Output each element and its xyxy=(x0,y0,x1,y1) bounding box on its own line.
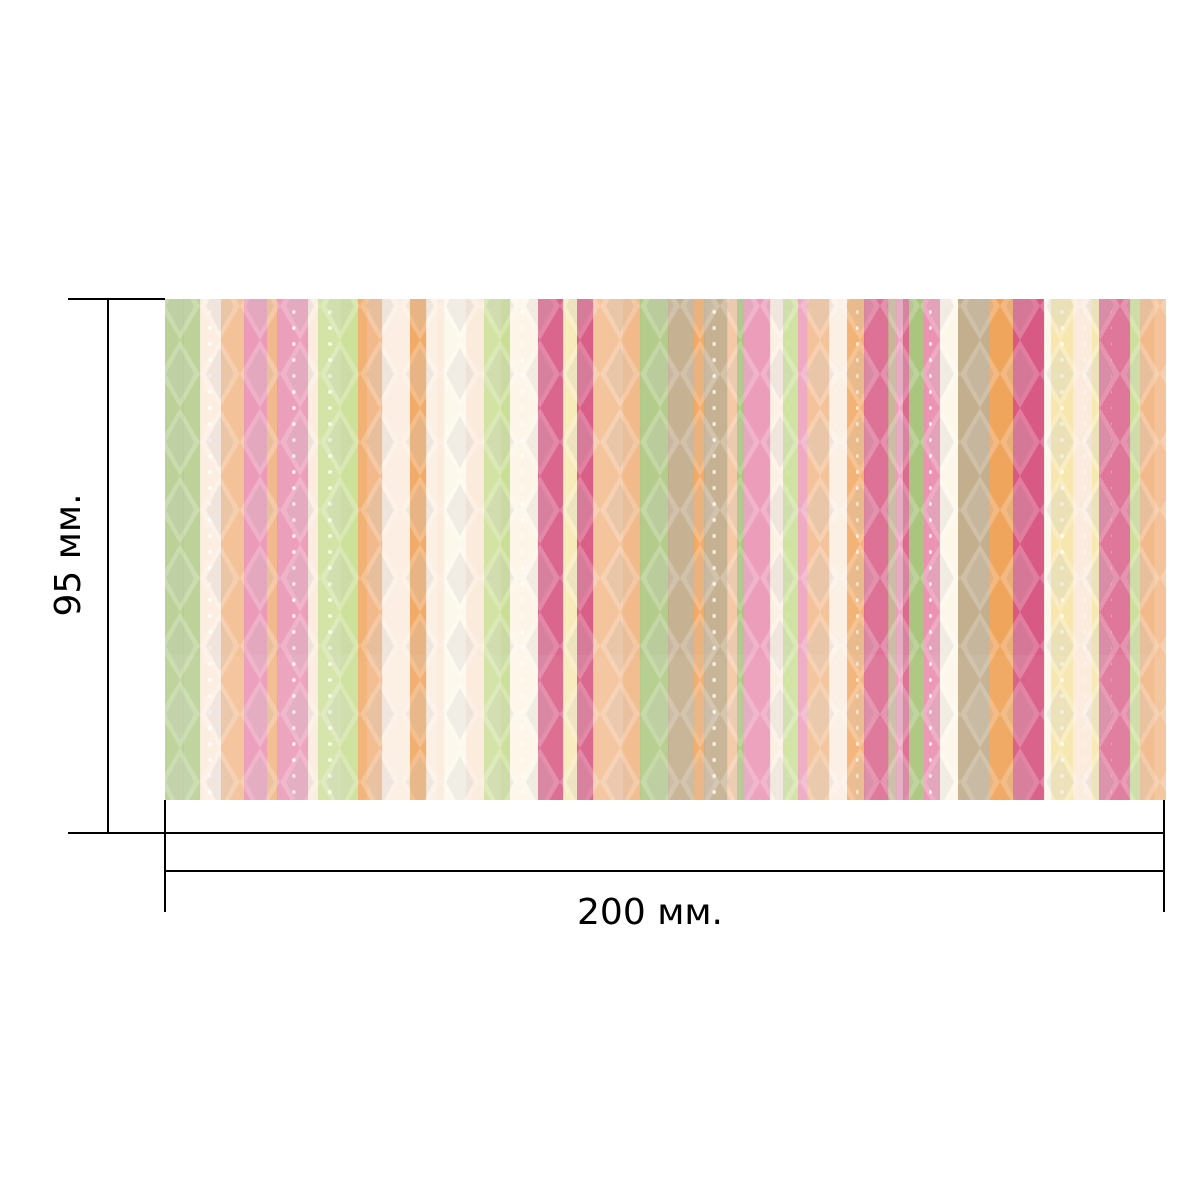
height-dimension: 95 мм. xyxy=(48,298,165,834)
width-label: 200 мм. xyxy=(577,892,723,933)
height-label: 95 мм. xyxy=(48,493,89,616)
pattern-swatch xyxy=(165,299,1166,800)
swatch-diamond-overlay xyxy=(165,299,1166,800)
swatch-lower-band xyxy=(165,655,1166,800)
width-dimension: 200 мм. xyxy=(164,800,1165,933)
